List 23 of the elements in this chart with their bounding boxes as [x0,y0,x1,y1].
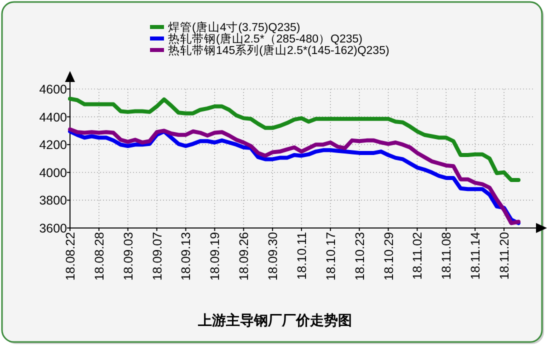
y-tick-label: 4200 [39,138,68,152]
x-tick-label: 18.10.23 [352,232,367,281]
y-tick-label: 4000 [39,166,68,180]
y-tick-label: 4400 [39,110,68,124]
legend-label: 焊管(唐山4寸(3.75)Q235) [168,20,300,34]
x-tick-label: 18.11.14 [468,232,483,280]
x-tick-label: 18.09.13 [179,232,194,281]
x-tick-label: 18.10.17 [324,232,338,281]
x-tick-label: 18.11.02 [410,232,425,280]
y-tick-label: 4600 [39,82,68,96]
x-tick-label: 18.08.22 [64,232,78,281]
x-tick-label: 18.09.30 [266,232,280,281]
x-tick-label: 18.11.08 [440,232,454,280]
x-tick-label: 18.09.19 [208,232,222,281]
x-tick-label: 18.08.28 [92,232,106,281]
x-tick-label: 18.10.11 [294,232,309,280]
x-tick-label: 18.11.20 [498,232,512,280]
x-tick-label: 18.10.29 [382,232,396,281]
x-tick-label: 18.09.03 [121,232,136,281]
x-tick-label: 18.09.07 [150,232,164,281]
y-tick-label: 3800 [39,194,68,208]
text: 上游主导钢厂厂价走势图 [197,312,352,328]
x-tick-label: 18.09.26 [237,232,252,281]
